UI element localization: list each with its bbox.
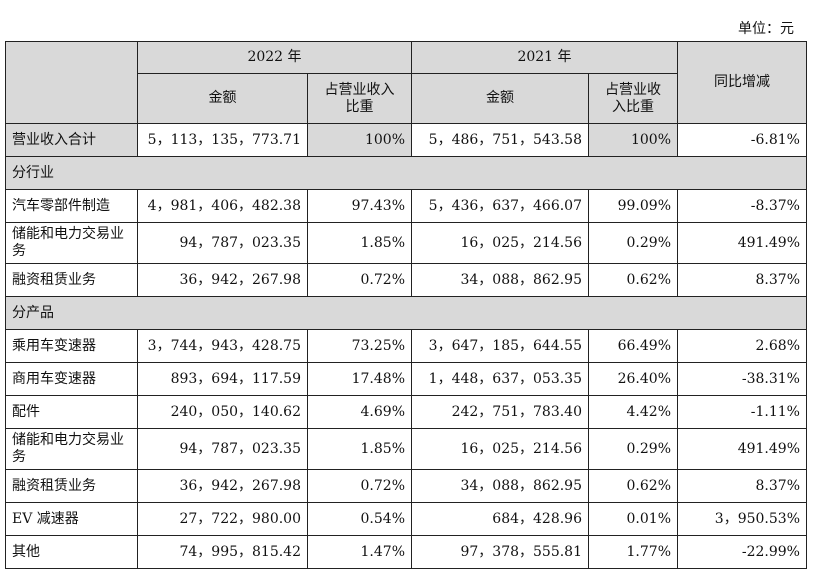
header-year-2021: 2021 年 — [411, 41, 678, 74]
section-industry-label: 分行业 — [5, 156, 807, 190]
total-share-2021: 100% — [588, 123, 678, 157]
row-share-2021: 0.62% — [588, 469, 678, 503]
header-amount-2021: 金额 — [411, 73, 589, 124]
total-share-2022: 100% — [307, 123, 412, 157]
table-row: 融资租赁业务 36，942，267.98 0.72% 34，088，862.95 0.6… — [5, 469, 807, 503]
row-share-2021: 1.77% — [588, 535, 678, 569]
header-amount-2022: 金额 — [137, 73, 308, 124]
row-amount-2022: 893，694，117.59 — [137, 362, 308, 396]
row-amount-2021: 242，751，783.40 — [411, 395, 589, 429]
row-amount-2022: 27，722，980.00 — [137, 502, 308, 536]
row-amount-2021: 34，088，862.95 — [411, 263, 589, 297]
table-row: 商用车变速器 893，694，117.59 17.48% 1，448，637，053.… — [5, 362, 807, 396]
row-share-2021: 0.62% — [588, 263, 678, 297]
header-year-2022: 2022 年 — [137, 41, 412, 74]
row-amount-2021: 97，378，555.81 — [411, 535, 589, 569]
row-label: 乘用车变速器 — [5, 329, 138, 363]
row-share-2021: 0.29% — [588, 428, 678, 470]
total-row: 营业收入合计 5，113，135，773.71 100% 5，486，751，5… — [5, 123, 807, 157]
total-yoy: -6.81% — [677, 123, 807, 157]
table-row: 储能和电力交易业务 94，787，023.35 1.85% 16，025，214.56… — [5, 428, 807, 470]
total-label: 营业收入合计 — [5, 123, 138, 157]
row-yoy: 8.37% — [677, 263, 807, 297]
row-amount-2022: 94，787，023.35 — [137, 222, 308, 264]
row-amount-2022: 240，050，140.62 — [137, 395, 308, 429]
row-label: 储能和电力交易业务 — [5, 222, 138, 264]
row-amount-2021: 684，428.96 — [411, 502, 589, 536]
row-yoy: 491.49% — [677, 222, 807, 264]
row-label: 融资租赁业务 — [5, 263, 138, 297]
row-share-2021: 66.49% — [588, 329, 678, 363]
row-label: EV 减速器 — [5, 502, 138, 536]
row-yoy: -8.37% — [677, 189, 807, 223]
row-amount-2022: 4，981，406，482.38 — [137, 189, 308, 223]
row-share-2022: 73.25% — [307, 329, 412, 363]
row-share-2021: 99.09% — [588, 189, 678, 223]
row-yoy: 8.37% — [677, 469, 807, 503]
row-share-2022: 0.72% — [307, 263, 412, 297]
row-share-2021: 0.01% — [588, 502, 678, 536]
row-amount-2021: 16，025，214.56 — [411, 428, 589, 470]
table-row: 乘用车变速器 3，744，943，428.75 73.25% 3，647，185，64… — [5, 329, 807, 363]
section-product-label: 分产品 — [5, 296, 807, 330]
row-share-2022: 17.48% — [307, 362, 412, 396]
header-corner-cell — [5, 41, 138, 124]
row-label: 商用车变速器 — [5, 362, 138, 396]
header-share-2022: 占营业收入 比重 — [307, 73, 412, 124]
revenue-table: 2022 年 2021 年 同比增减 金额 占营业收入 比重 金额 占营业收 入… — [5, 41, 807, 569]
row-amount-2022: 36，942，267.98 — [137, 469, 308, 503]
unit-label: 单位：元 — [738, 21, 794, 37]
section-row-product: 分产品 — [5, 296, 807, 330]
row-amount-2021: 5，436，637，466.07 — [411, 189, 589, 223]
row-yoy: 2.68% — [677, 329, 807, 363]
section-row-industry: 分行业 — [5, 156, 807, 190]
table-row: 汽车零部件制造 4，981，406，482.38 97.43% 5，436，637，4… — [5, 189, 807, 223]
table-row: 储能和电力交易业务 94，787，023.35 1.85% 16，025，214.56… — [5, 222, 807, 264]
row-share-2022: 0.72% — [307, 469, 412, 503]
row-amount-2022: 74，995，815.42 — [137, 535, 308, 569]
table-row: 融资租赁业务 36，942，267.98 0.72% 34，088，862.95 0.6… — [5, 263, 807, 297]
row-label: 配件 — [5, 395, 138, 429]
row-label: 融资租赁业务 — [5, 469, 138, 503]
row-label: 其他 — [5, 535, 138, 569]
row-share-2022: 1.47% — [307, 535, 412, 569]
row-share-2021: 4.42% — [588, 395, 678, 429]
header-row-fields: 金额 占营业收入 比重 金额 占营业收 入比重 — [6, 73, 807, 124]
row-amount-2021: 34，088，862.95 — [411, 469, 589, 503]
row-amount-2022: 3，744，943，428.75 — [137, 329, 308, 363]
total-amount-2022: 5，113，135，773.71 — [137, 123, 308, 157]
row-yoy: 3，950.53% — [677, 502, 807, 536]
row-label: 汽车零部件制造 — [5, 189, 138, 223]
row-amount-2021: 16，025，214.56 — [411, 222, 589, 264]
row-yoy: -1.11% — [677, 395, 807, 429]
row-amount-2021: 3，647，185，644.55 — [411, 329, 589, 363]
row-share-2022: 1.85% — [307, 428, 412, 470]
row-share-2021: 26.40% — [588, 362, 678, 396]
row-yoy: -22.99% — [677, 535, 807, 569]
table-row: 配件 240，050，140.62 4.69% 242，751，783.40 4.42%… — [5, 395, 807, 429]
row-share-2021: 0.29% — [588, 222, 678, 264]
header-share-2021: 占营业收 入比重 — [588, 73, 678, 124]
total-amount-2021: 5，486，751，543.58 — [411, 123, 589, 157]
row-share-2022: 97.43% — [307, 189, 412, 223]
row-yoy: 491.49% — [677, 428, 807, 470]
header-row-years: 2022 年 2021 年 同比增减 — [5, 41, 807, 124]
row-yoy: -38.31% — [677, 362, 807, 396]
row-amount-2022: 94，787，023.35 — [137, 428, 308, 470]
row-amount-2022: 36，942，267.98 — [137, 263, 308, 297]
table-row: 其他 74，995，815.42 1.47% 97，378，555.81 1.77% -2… — [5, 535, 807, 569]
row-share-2022: 4.69% — [307, 395, 412, 429]
row-label: 储能和电力交易业务 — [5, 428, 138, 470]
row-share-2022: 1.85% — [307, 222, 412, 264]
header-yoy: 同比增减 — [677, 41, 807, 124]
table-row: EV 减速器 27，722，980.00 0.54% 684，428.96 0.01% 3… — [5, 502, 807, 536]
row-share-2022: 0.54% — [307, 502, 412, 536]
row-amount-2021: 1，448，637，053.35 — [411, 362, 589, 396]
